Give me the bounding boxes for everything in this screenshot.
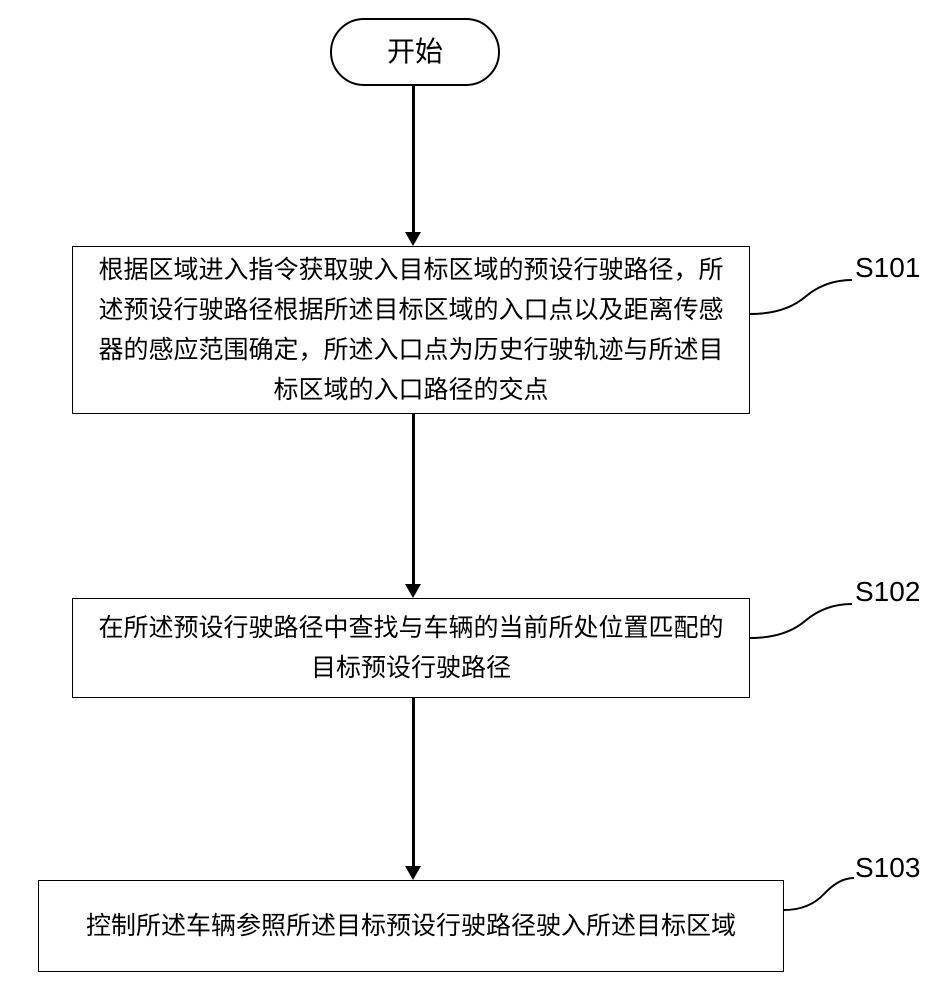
process-s103: 控制所述车辆参照所述目标预设行驶路径驶入所述目标区域: [38, 880, 784, 972]
arrow-head-3: [405, 866, 421, 880]
s103-text: 控制所述车辆参照所述目标预设行驶路径驶入所述目标区域: [86, 906, 736, 946]
start-node: 开始: [330, 18, 500, 86]
arrow-2: [412, 414, 415, 584]
label-s103: S103: [855, 852, 920, 884]
arrow-head-1: [405, 232, 421, 246]
process-s101: 根据区域进入指令获取驶入目标区域的预设行驶路径，所述预设行驶路径根据所述目标区域…: [72, 246, 750, 414]
arrow-1: [412, 86, 415, 232]
curve-s103: [784, 872, 864, 922]
flowchart-container: 开始 根据区域进入指令获取驶入目标区域的预设行驶路径，所述预设行驶路径根据所述目…: [0, 0, 940, 1000]
label-s102: S102: [855, 576, 920, 608]
arrow-head-2: [405, 584, 421, 598]
s102-text: 在所述预设行驶路径中查找与车辆的当前所处位置匹配的目标预设行驶路径: [93, 608, 729, 688]
curve-s102: [750, 596, 860, 646]
s101-text: 根据区域进入指令获取驶入目标区域的预设行驶路径，所述预设行驶路径根据所述目标区域…: [93, 250, 729, 410]
start-text: 开始: [387, 30, 443, 75]
arrow-3: [412, 698, 415, 866]
label-s101: S101: [855, 252, 920, 284]
process-s102: 在所述预设行驶路径中查找与车辆的当前所处位置匹配的目标预设行驶路径: [72, 598, 750, 698]
curve-s101: [750, 272, 860, 322]
